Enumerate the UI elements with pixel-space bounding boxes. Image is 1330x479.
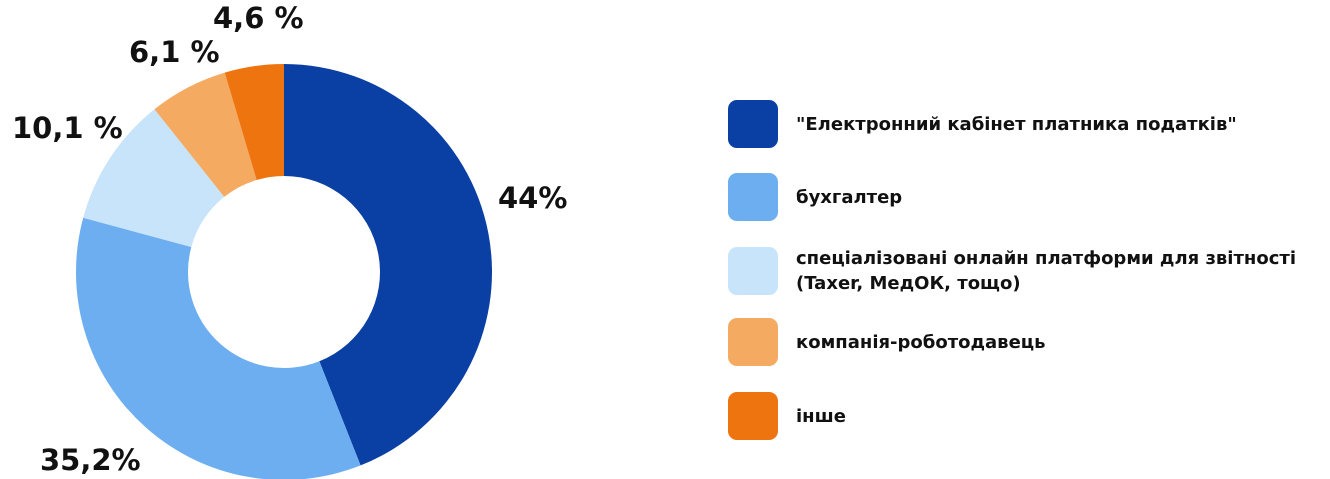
donut-slice-accountant bbox=[76, 217, 361, 479]
value-label-other: 4,6 % bbox=[213, 1, 304, 35]
legend-label-electronic-cabinet: "Електронний кабінет платника податків" bbox=[796, 113, 1237, 135]
legend-label-other: інше bbox=[796, 405, 846, 427]
value-label-online-platforms: 10,1 % bbox=[12, 111, 123, 145]
value-label-electronic-cabinet: 44% bbox=[498, 181, 567, 215]
legend-item-employer: компанія-роботодавець bbox=[728, 318, 1321, 366]
legend-swatch-electronic-cabinet bbox=[728, 100, 778, 148]
value-label-employer: 6,1 % bbox=[129, 35, 220, 69]
donut-slice-online-platforms bbox=[83, 109, 225, 247]
donut-slices bbox=[76, 64, 493, 479]
legend-label-online-platforms: спеціалізовані онлайн платформи для звіт… bbox=[796, 248, 1296, 294]
donut-slice-employer bbox=[154, 72, 257, 197]
donut-chart: 44% 35,2% 10,1 % 6,1 %4,6 % bbox=[12, 1, 567, 479]
legend-item-other: інше bbox=[728, 392, 1321, 440]
legend-item-electronic-cabinet: "Електронний кабінет платника податків" bbox=[728, 100, 1321, 148]
legend-swatch-online-platforms bbox=[728, 247, 778, 295]
donut-value-labels: 44% 35,2% 10,1 % 6,1 %4,6 % bbox=[12, 1, 567, 477]
legend-item-accountant: бухгалтер bbox=[728, 173, 1321, 221]
donut-slice-other bbox=[224, 64, 284, 180]
legend-label-employer: компанія-роботодавець bbox=[796, 331, 1046, 353]
donut-slice-electronic-cabinet bbox=[284, 64, 493, 466]
legend-item-online-platforms: спеціалізовані онлайн платформи для звіт… bbox=[728, 246, 1321, 296]
legend-swatch-accountant bbox=[728, 173, 778, 221]
value-label-accountant: 35,2% bbox=[40, 443, 141, 477]
legend-swatch-employer bbox=[728, 318, 778, 366]
legend-swatch-other bbox=[728, 392, 778, 440]
legend-label-accountant: бухгалтер bbox=[796, 186, 903, 208]
